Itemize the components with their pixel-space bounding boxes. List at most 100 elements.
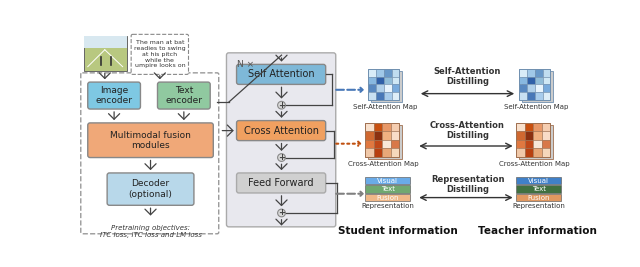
Circle shape: [278, 209, 285, 217]
Text: Self Attention: Self Attention: [248, 69, 314, 79]
Bar: [533, 140, 542, 148]
Text: Visual: Visual: [528, 178, 549, 184]
Text: Representation
Distilling: Representation Distilling: [431, 175, 504, 194]
Bar: [84, 36, 127, 48]
Bar: [365, 140, 374, 148]
Bar: [516, 123, 550, 157]
Bar: [374, 140, 382, 148]
Bar: [376, 69, 384, 77]
Text: Cross-Attention
Distilling: Cross-Attention Distilling: [430, 121, 505, 140]
Text: N ×: N ×: [237, 60, 253, 69]
Bar: [535, 92, 543, 100]
Bar: [542, 131, 550, 140]
Circle shape: [278, 154, 285, 161]
Bar: [520, 77, 527, 84]
Text: Text: Text: [532, 186, 546, 192]
Bar: [374, 148, 382, 157]
Bar: [382, 148, 391, 157]
Bar: [542, 123, 550, 131]
Bar: [368, 69, 399, 100]
Text: Self-Attention Map: Self-Attention Map: [504, 104, 568, 111]
Bar: [391, 148, 399, 157]
Text: The man at bat
readies to swing
at his pitch
while the
umpire looks on: The man at bat readies to swing at his p…: [134, 40, 186, 68]
Bar: [392, 77, 399, 84]
Text: Cross-Attention Map: Cross-Attention Map: [499, 161, 570, 167]
Bar: [527, 77, 535, 84]
Bar: [384, 84, 392, 92]
Text: Cross-Attention Map: Cross-Attention Map: [348, 161, 419, 167]
Text: +: +: [278, 101, 285, 110]
Bar: [527, 84, 535, 92]
Bar: [368, 69, 376, 77]
Bar: [520, 69, 550, 100]
FancyBboxPatch shape: [88, 82, 140, 109]
Bar: [543, 84, 550, 92]
Bar: [516, 123, 525, 131]
Text: Representation: Representation: [361, 203, 414, 209]
Bar: [520, 84, 527, 92]
Bar: [391, 140, 399, 148]
Bar: [533, 131, 542, 140]
Text: Self-Attention Map: Self-Attention Map: [353, 104, 417, 111]
FancyBboxPatch shape: [237, 64, 326, 84]
Bar: [527, 92, 535, 100]
Bar: [533, 123, 542, 131]
Bar: [368, 84, 376, 92]
Text: Self-Attention
Distilling: Self-Attention Distilling: [434, 67, 501, 87]
Bar: [525, 148, 533, 157]
Bar: [84, 36, 127, 70]
Text: Visual: Visual: [377, 178, 398, 184]
Bar: [391, 123, 399, 131]
Text: Image
encoder: Image encoder: [95, 86, 132, 105]
FancyBboxPatch shape: [88, 123, 213, 158]
Bar: [516, 185, 561, 193]
FancyBboxPatch shape: [518, 125, 553, 159]
Text: Representation: Representation: [513, 203, 565, 209]
Text: +: +: [278, 209, 285, 218]
Bar: [533, 148, 542, 157]
Bar: [365, 194, 410, 201]
Text: +: +: [278, 153, 285, 162]
Bar: [365, 177, 410, 184]
Bar: [520, 92, 527, 100]
Text: Student information: Student information: [338, 226, 458, 236]
Bar: [542, 140, 550, 148]
Bar: [376, 92, 384, 100]
Text: Text: Text: [381, 186, 395, 192]
Bar: [535, 84, 543, 92]
Text: Fusion: Fusion: [527, 195, 550, 201]
Text: Cross Attention: Cross Attention: [244, 125, 319, 136]
Bar: [365, 131, 374, 140]
Bar: [542, 148, 550, 157]
Bar: [384, 69, 392, 77]
FancyBboxPatch shape: [131, 34, 189, 74]
Bar: [374, 131, 382, 140]
FancyBboxPatch shape: [157, 82, 210, 109]
Text: Fusion: Fusion: [376, 195, 399, 201]
Bar: [525, 140, 533, 148]
Bar: [365, 185, 410, 193]
Bar: [391, 131, 399, 140]
Bar: [376, 77, 384, 84]
Bar: [516, 131, 525, 140]
Bar: [365, 123, 399, 157]
Bar: [543, 92, 550, 100]
Bar: [368, 77, 376, 84]
Bar: [374, 123, 382, 131]
FancyBboxPatch shape: [367, 125, 402, 159]
Bar: [392, 69, 399, 77]
Text: Feed Forward: Feed Forward: [248, 178, 314, 188]
FancyBboxPatch shape: [237, 173, 326, 193]
Text: Decoder
(optional): Decoder (optional): [129, 179, 172, 199]
Bar: [365, 123, 374, 131]
Text: Teacher information: Teacher information: [478, 226, 596, 236]
Text: Multimodal fusion
modules: Multimodal fusion modules: [110, 131, 191, 150]
Bar: [382, 123, 391, 131]
Bar: [382, 131, 391, 140]
Bar: [392, 84, 399, 92]
Bar: [516, 177, 561, 184]
Bar: [376, 84, 384, 92]
Bar: [527, 69, 535, 77]
Circle shape: [278, 101, 285, 109]
Bar: [384, 77, 392, 84]
